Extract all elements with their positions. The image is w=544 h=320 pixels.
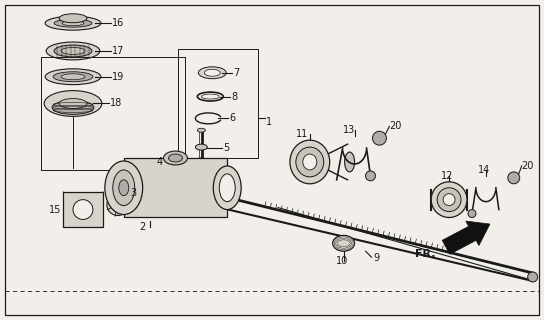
Ellipse shape (45, 16, 101, 30)
Ellipse shape (61, 74, 85, 80)
Text: 11: 11 (296, 129, 308, 139)
Text: 1: 1 (266, 117, 272, 127)
Ellipse shape (431, 182, 467, 218)
Circle shape (528, 272, 537, 282)
Ellipse shape (333, 235, 355, 251)
Circle shape (111, 198, 125, 212)
Text: 17: 17 (112, 46, 124, 56)
Polygon shape (442, 221, 490, 254)
Circle shape (73, 200, 93, 220)
Text: 13: 13 (343, 125, 355, 135)
Ellipse shape (437, 188, 461, 212)
Ellipse shape (199, 67, 226, 79)
Text: 3: 3 (131, 188, 137, 198)
Text: 10: 10 (336, 256, 348, 266)
Text: 15: 15 (49, 204, 61, 215)
Ellipse shape (345, 152, 355, 172)
Text: 19: 19 (112, 72, 124, 82)
Ellipse shape (205, 69, 220, 76)
Ellipse shape (113, 170, 135, 206)
Ellipse shape (52, 100, 94, 114)
Bar (124, 158, 227, 218)
Ellipse shape (213, 166, 241, 210)
Ellipse shape (443, 194, 455, 206)
Ellipse shape (46, 42, 100, 60)
Bar (178, 49, 258, 158)
Ellipse shape (219, 174, 235, 202)
Text: 20: 20 (522, 161, 534, 171)
Ellipse shape (54, 19, 92, 27)
Ellipse shape (44, 91, 102, 116)
Ellipse shape (62, 21, 84, 26)
Ellipse shape (134, 204, 141, 215)
Text: 16: 16 (112, 18, 124, 28)
Ellipse shape (53, 72, 93, 82)
Circle shape (508, 172, 520, 184)
Ellipse shape (290, 140, 330, 184)
Ellipse shape (119, 180, 129, 196)
Text: 7: 7 (233, 68, 239, 78)
Text: FR.: FR. (416, 249, 436, 259)
Text: 9: 9 (374, 253, 380, 263)
Ellipse shape (59, 14, 87, 23)
Ellipse shape (169, 154, 182, 162)
Text: 6: 6 (229, 113, 236, 124)
Text: 4: 4 (157, 157, 163, 167)
Ellipse shape (164, 151, 188, 165)
Ellipse shape (61, 47, 85, 54)
Ellipse shape (195, 144, 207, 150)
Ellipse shape (59, 99, 87, 108)
Text: 8: 8 (231, 92, 237, 101)
Text: 2: 2 (140, 222, 146, 232)
Ellipse shape (194, 158, 208, 166)
Ellipse shape (197, 128, 205, 132)
Circle shape (366, 171, 375, 181)
Text: 14: 14 (478, 165, 490, 175)
Ellipse shape (144, 204, 152, 215)
Circle shape (373, 131, 386, 145)
Bar (149, 172, 176, 194)
Ellipse shape (149, 204, 157, 215)
Polygon shape (63, 192, 103, 228)
Text: 5: 5 (223, 143, 230, 153)
Ellipse shape (197, 159, 205, 164)
Ellipse shape (153, 204, 162, 215)
Text: 12: 12 (441, 171, 454, 181)
Ellipse shape (107, 194, 129, 215)
Ellipse shape (303, 154, 317, 170)
Ellipse shape (105, 161, 143, 214)
Ellipse shape (139, 204, 147, 215)
Text: 20: 20 (390, 121, 402, 131)
Ellipse shape (45, 69, 101, 85)
Text: 18: 18 (110, 99, 122, 108)
Circle shape (468, 210, 476, 218)
Ellipse shape (296, 147, 324, 177)
Ellipse shape (54, 45, 92, 57)
